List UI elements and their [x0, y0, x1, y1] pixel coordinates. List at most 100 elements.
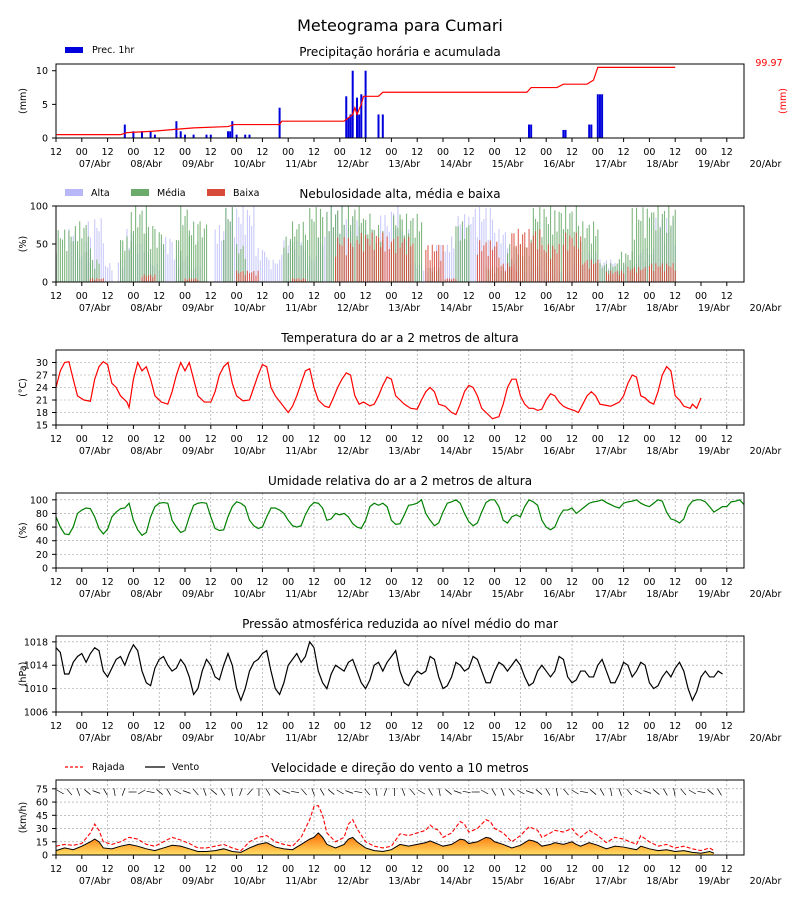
cloud-mid-bar	[298, 223, 300, 282]
x-date-label: 18/Abr	[646, 876, 678, 887]
temperature-ylabel: (°C)	[18, 378, 29, 397]
cloud-high-bar	[446, 244, 448, 282]
cloud-low-bar	[532, 235, 534, 282]
precip-bar	[351, 70, 354, 138]
cloud-mid-bar	[229, 221, 231, 282]
wind-direction-arrow	[301, 788, 307, 796]
x-tick-label: 00	[385, 577, 397, 588]
x-tick-label: 12	[308, 864, 320, 875]
cloud-low-bar	[511, 233, 513, 282]
x-date-label: 20/Abr	[750, 159, 782, 170]
cloud-mid-bar	[199, 221, 201, 282]
cloud-low-bar	[543, 249, 545, 282]
cloud-mid-bar	[468, 225, 470, 282]
wind-direction-arrow	[481, 789, 489, 795]
x-tick-label: 12	[360, 291, 372, 302]
y-tick-label: 30	[36, 824, 48, 835]
x-date-label: 12/Abr	[337, 876, 369, 887]
cloud-mid-bar	[623, 262, 625, 282]
cloud-mid-bar	[330, 206, 332, 282]
cloud-high-bar	[257, 247, 259, 282]
wind-direction-arrow	[239, 788, 243, 796]
legend-swatch-prec	[65, 47, 83, 53]
temperature-frame	[55, 349, 745, 426]
x-tick-label: 00	[385, 434, 397, 445]
cloud-low-bar	[300, 279, 302, 282]
cloud-low-bar	[479, 240, 481, 282]
cloud-low-bar	[188, 278, 190, 282]
y-tick-label: 21	[36, 396, 48, 407]
cloud-mid-bar	[586, 228, 588, 282]
cloud-low-bar	[397, 236, 399, 282]
x-date-label: 11/Abr	[285, 159, 317, 170]
cloud-mid-bar	[651, 212, 653, 282]
x-tick-label: 12	[618, 434, 630, 445]
x-tick-label: 12	[50, 721, 62, 732]
wind-direction-arrow	[535, 789, 543, 795]
x-tick-label: 00	[540, 147, 552, 158]
cloud-low-bar	[614, 271, 616, 282]
cloud-mid-bar	[455, 226, 457, 282]
wind-direction-arrow	[291, 790, 300, 794]
x-tick-label: 00	[179, 864, 191, 875]
x-date-label: 10/Abr	[234, 446, 266, 457]
y-tick-label: 60	[36, 523, 48, 534]
x-tick-label: 00	[76, 434, 88, 445]
x-date-label: 12/Abr	[337, 589, 369, 600]
x-tick-label: 12	[411, 291, 423, 302]
x-tick-label: 00	[127, 291, 139, 302]
cloud-low-bar	[408, 236, 410, 282]
cloud-high-bar	[100, 218, 102, 282]
cloud-mid-bar	[289, 239, 291, 282]
cloud-mid-bar	[188, 230, 190, 282]
x-tick-label: 12	[566, 721, 578, 732]
clouds-title: Nebulosidade alta, média e baixa	[299, 187, 500, 201]
cloud-mid-bar	[92, 259, 94, 282]
cloud-mid-bar	[285, 236, 287, 282]
precip-bar	[377, 114, 380, 138]
x-date-label: 13/Abr	[388, 589, 420, 600]
cloud-high-bar	[102, 243, 104, 282]
cloud-mid-bar	[85, 252, 87, 282]
x-tick-label: 12	[721, 721, 733, 732]
cloud-low-bar	[141, 277, 143, 282]
cloud-low-bar	[431, 244, 433, 282]
cloud-mid-bar	[661, 214, 663, 282]
x-tick-label: 12	[721, 291, 733, 302]
cloud-low-bar	[661, 263, 663, 282]
x-date-label: 10/Abr	[234, 159, 266, 170]
x-tick-label: 12	[618, 577, 630, 588]
x-date-label: 13/Abr	[388, 446, 420, 457]
wind-direction-arrow	[364, 788, 371, 796]
cloud-high-bar	[266, 257, 268, 282]
x-tick-label: 12	[102, 434, 114, 445]
cloud-low-bar	[436, 250, 438, 282]
x-tick-label: 00	[643, 291, 655, 302]
x-tick-label: 00	[437, 291, 449, 302]
cloud-low-bar	[429, 260, 431, 282]
cloud-high-bar	[270, 269, 272, 282]
wind-direction-arrow	[525, 790, 534, 794]
x-tick-label: 00	[540, 721, 552, 732]
cloud-low-bar	[393, 239, 395, 282]
wind-direction-arrow	[599, 788, 605, 796]
x-tick-label: 12	[308, 434, 320, 445]
temperature-title: Temperatura do ar a 2 metros de altura	[280, 331, 519, 345]
wind-direction-arrow	[121, 788, 126, 796]
x-tick-label: 12	[256, 864, 268, 875]
x-date-label: 13/Abr	[388, 303, 420, 314]
precip-bar	[153, 134, 156, 138]
cloud-low-bar	[356, 239, 358, 282]
cloud-low-bar	[433, 251, 435, 282]
cloud-mid-bar	[332, 227, 334, 282]
cloud-low-bar	[143, 274, 145, 282]
x-tick-label: 12	[721, 434, 733, 445]
x-tick-label: 12	[411, 434, 423, 445]
x-date-label: 08/Abr	[130, 589, 162, 600]
x-tick-label: 12	[256, 434, 268, 445]
x-tick-label: 12	[411, 864, 423, 875]
cloud-low-bar	[92, 278, 94, 282]
cloud-low-bar	[569, 235, 571, 282]
x-tick-label: 00	[592, 864, 604, 875]
x-date-label: 08/Abr	[130, 159, 162, 170]
